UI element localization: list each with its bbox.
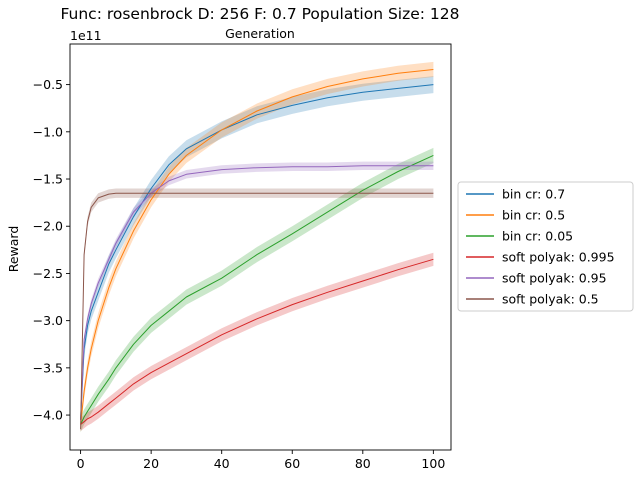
series-lines [80, 69, 434, 430]
plot-frame [69, 43, 452, 451]
y-offset-label: 1e11 [70, 28, 102, 43]
x-tick-label: 0 [77, 456, 85, 471]
confidence-bands [80, 61, 434, 434]
legend-label-1: bin cr: 0.5 [502, 208, 565, 223]
x-tick-label: 20 [143, 456, 159, 471]
legend: bin cr: 0.7 bin cr: 0.5 bin cr: 0.05 soft p… [457, 181, 634, 312]
legend-label-5: soft polyak: 0.5 [502, 292, 599, 307]
legend-box [457, 181, 634, 312]
legend-label-3: soft polyak: 0.995 [502, 250, 615, 265]
y-tick-label: −3.5 [33, 360, 63, 375]
y-tick-label: −1.0 [33, 124, 63, 139]
line-series-0 [80, 84, 434, 420]
x-axis: 0 20 40 60 80 100 [77, 450, 445, 471]
chart-title: Func: rosenbrock D: 256 F: 0.7 Populatio… [60, 5, 459, 23]
line-series-4 [80, 165, 434, 420]
legend-label-4: soft polyak: 0.95 [502, 271, 607, 286]
y-tick-label: −3.0 [33, 313, 63, 328]
y-axis-label: Reward [6, 226, 21, 273]
y-tick-label: −0.5 [33, 77, 63, 92]
y-tick-label: −1.5 [33, 172, 63, 187]
band-series-0 [80, 76, 434, 429]
line-series-2 [80, 154, 434, 425]
chart-subtitle: Generation [225, 26, 295, 41]
x-tick-label: 80 [355, 456, 371, 471]
line-series-5 [80, 192, 434, 430]
x-tick-label: 100 [421, 456, 445, 471]
y-axis: −4.0 −3.5 −3.0 −2.5 −2.0 −1.5 −1.0 −0.5 [33, 77, 70, 423]
y-tick-label: −4.0 [33, 408, 63, 423]
legend-label-2: bin cr: 0.05 [502, 229, 573, 244]
band-series-3 [80, 252, 434, 432]
x-tick-label: 60 [284, 456, 300, 471]
y-tick-label: −2.0 [33, 219, 63, 234]
legend-label-0: bin cr: 0.7 [502, 187, 565, 202]
band-series-2 [80, 147, 434, 433]
y-tick-label: −2.5 [33, 266, 63, 281]
line-series-3 [80, 258, 434, 425]
x-tick-label: 40 [214, 456, 230, 471]
